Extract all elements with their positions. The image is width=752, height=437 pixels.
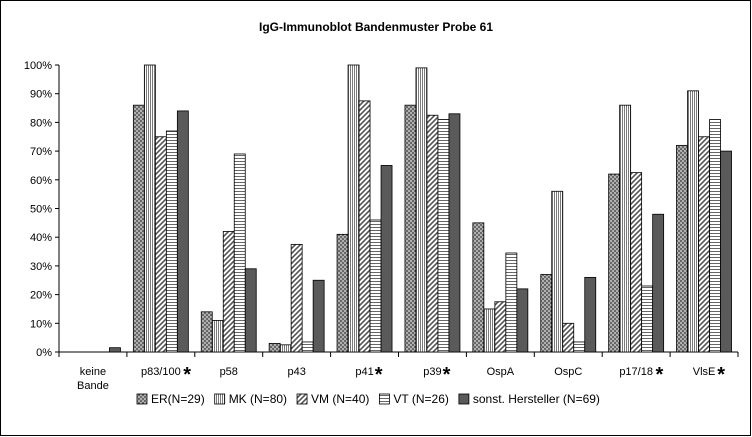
- x-category-label: VlsE: [693, 366, 716, 378]
- legend-swatch: [296, 393, 308, 405]
- legend-swatch: [458, 393, 470, 405]
- axes: 0% 10% 20% 30% 40% 50% 60% 70% 80% 90% 100%: [24, 60, 739, 359]
- bar: [279, 344, 292, 353]
- bar: [630, 172, 643, 353]
- legend-swatch: [379, 393, 390, 405]
- x-category-label: p41: [355, 366, 373, 378]
- y-tick-label: 20%: [30, 290, 52, 302]
- x-category-label: p43: [287, 366, 305, 378]
- x-category-label-line2: Bande: [77, 380, 109, 392]
- bar: [176, 110, 189, 353]
- legend-label: sonst. Hersteller (N=69): [473, 392, 600, 406]
- x-category-label: OspC: [554, 366, 582, 378]
- legend-swatch: [214, 393, 226, 405]
- bar: [505, 252, 518, 353]
- bar: [222, 231, 235, 353]
- significance-star: *: [375, 364, 383, 386]
- y-tick-label: 100%: [24, 60, 52, 72]
- bar: [165, 130, 178, 353]
- bar: [301, 341, 314, 353]
- y-tick-label: 40%: [30, 232, 52, 244]
- bar: [483, 308, 496, 353]
- bar: [233, 153, 246, 353]
- bar: [551, 190, 564, 353]
- bar: [709, 119, 721, 353]
- bar: [244, 268, 257, 353]
- bar: [494, 301, 507, 353]
- y-tick-label: 10%: [30, 318, 52, 330]
- bar: [336, 233, 349, 353]
- bar: [720, 150, 732, 353]
- bar: [290, 243, 303, 353]
- bar: [380, 165, 393, 353]
- x-category-label: keine: [80, 366, 106, 378]
- bar: [584, 276, 597, 353]
- bar: [608, 173, 621, 353]
- bar: [573, 341, 586, 353]
- y-tick-label: 80%: [30, 117, 52, 129]
- y-tick-label: 70%: [30, 146, 52, 158]
- bar: [154, 136, 167, 353]
- bar: [619, 104, 632, 353]
- legend-label: VT (N=26): [393, 392, 448, 406]
- y-tick-label: 60%: [30, 175, 52, 187]
- bar: [132, 104, 145, 353]
- bar: [404, 104, 417, 353]
- bar: [652, 213, 665, 353]
- bar: [358, 100, 371, 353]
- legend-label: ER(N=29): [151, 392, 205, 406]
- bar: [347, 64, 360, 353]
- legend-label: VM (N=40): [311, 392, 369, 406]
- x-category-label: p58: [220, 366, 238, 378]
- y-tick-label: 90%: [30, 89, 52, 101]
- chart-title: IgG-Immunoblot Bandenmuster Probe 61: [258, 20, 494, 34]
- bar: [143, 64, 156, 353]
- bar: [641, 285, 654, 353]
- bar: [415, 67, 428, 353]
- legend-swatch: [136, 393, 148, 405]
- y-tick-label: 30%: [30, 261, 52, 273]
- x-category-label: OspA: [487, 366, 515, 378]
- significance-star: *: [655, 364, 663, 386]
- y-tick-label: 0%: [36, 347, 52, 359]
- bar: [516, 288, 529, 353]
- x-category-label: p39: [423, 366, 441, 378]
- significance-star: *: [717, 364, 725, 386]
- bar: [540, 274, 553, 353]
- bar: [676, 144, 688, 353]
- bar: [369, 219, 382, 353]
- y-tick-label: 50%: [30, 204, 52, 216]
- x-category-label: p17/18: [619, 366, 653, 378]
- bar: [687, 90, 699, 353]
- bar: [211, 320, 224, 353]
- bar: [426, 114, 439, 353]
- bar: [109, 347, 121, 353]
- bar: [312, 279, 325, 353]
- x-category-label: p83/100: [141, 366, 181, 378]
- bar: [448, 113, 461, 353]
- legend: ER(N=29) MK (N=80) VM (N=40) VT (N=26) sonst…: [136, 392, 600, 406]
- bars: [109, 64, 732, 353]
- bar: [698, 136, 710, 353]
- bar: [268, 342, 281, 353]
- bar: [200, 311, 213, 353]
- bar: [437, 119, 450, 353]
- significance-star: *: [443, 364, 451, 386]
- bar: [472, 222, 485, 353]
- significance-star: *: [183, 364, 191, 386]
- legend-label: MK (N=80): [229, 392, 287, 406]
- bar: [562, 322, 575, 353]
